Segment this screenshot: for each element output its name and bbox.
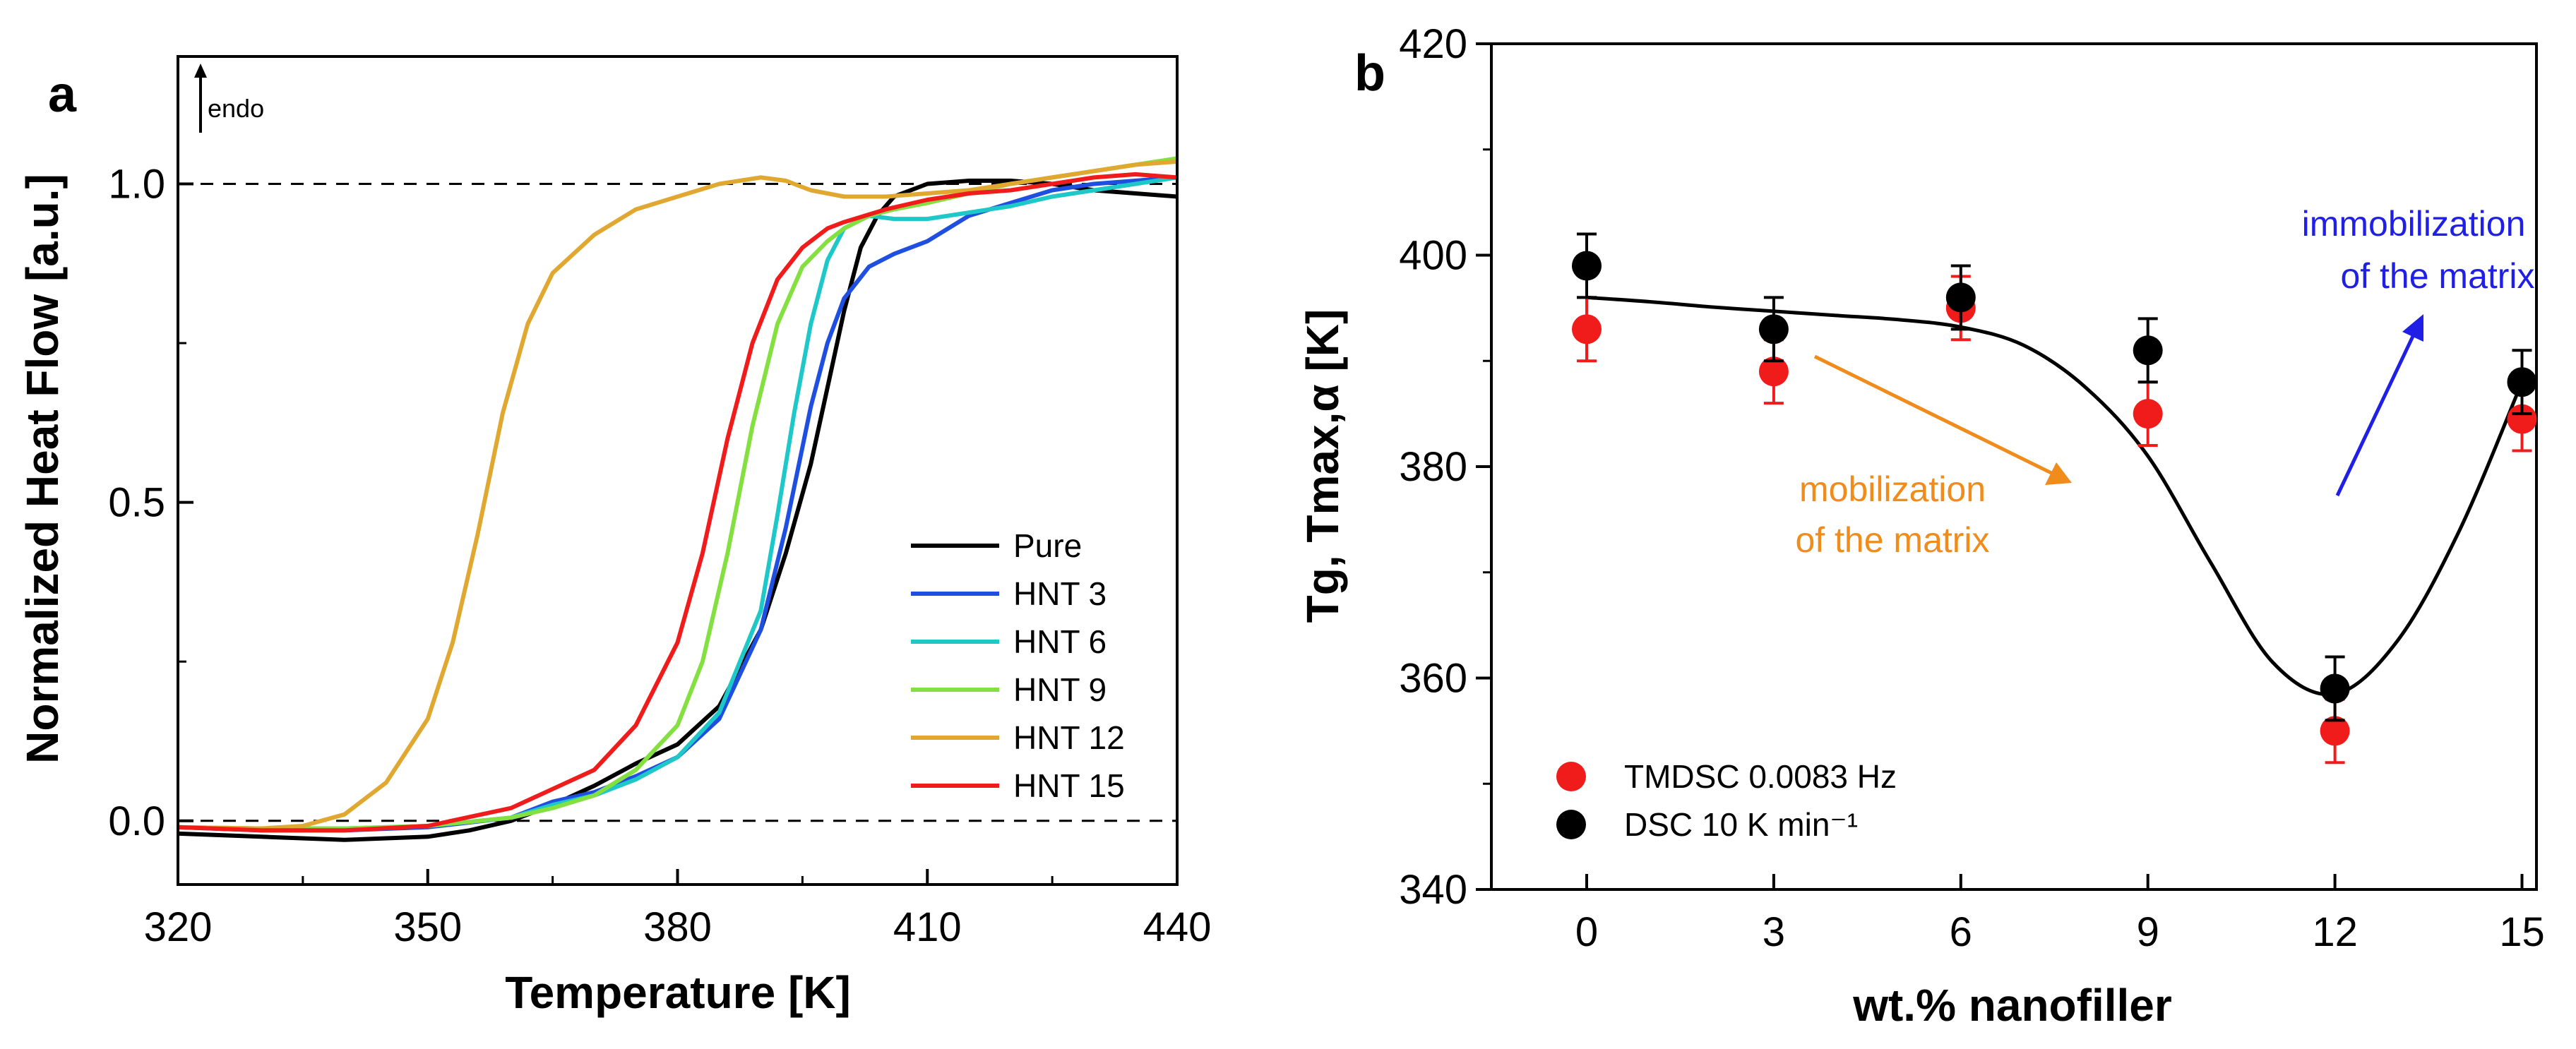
data-point-dsc — [1572, 232, 1602, 299]
panel-a-x-ticks: 320 350 380 410 440 — [144, 869, 1212, 950]
x-tick-label: 0 — [1575, 909, 1598, 955]
data-point-dsc — [2320, 655, 2350, 722]
data-marker — [1572, 314, 1602, 344]
mobilization-label-line2: of the matrix — [1795, 520, 1989, 560]
y-tick-label: 0.0 — [108, 798, 165, 844]
panel-b-points — [1572, 232, 2537, 765]
panel-b-x-axis-title: wt.% nanofiller — [1852, 980, 2172, 1031]
y-tick-label: 420 — [1399, 21, 1467, 67]
legend-label: HNT 12 — [1013, 719, 1125, 756]
x-tick-label: 380 — [643, 904, 712, 950]
panel-a-chart: a 320 350 380 410 440 0.0 0.5 1.0 endo Pure HNT… — [17, 55, 1212, 1018]
panel-b-y-axis-title: Tg, Tmax,α [K] — [1297, 309, 1348, 623]
immobilization-label-line1: immobilization — [2302, 204, 2526, 244]
reference-lines — [178, 182, 1177, 822]
panel-a-x-axis-title: Temperature [K] — [505, 967, 851, 1018]
legend-marker — [1556, 762, 1586, 791]
legend-label: HNT 15 — [1013, 767, 1125, 804]
x-tick-label: 12 — [2312, 909, 2358, 955]
x-tick-label: 350 — [393, 904, 462, 950]
panel-a-y-axis-title: Normalized Heat Flow [a.u.] — [17, 174, 68, 764]
data-point-dsc — [2133, 317, 2163, 384]
endo-arrow-icon — [194, 64, 207, 133]
legend-label: TMDSC 0.0083 Hz — [1624, 758, 1897, 795]
series-line-pure — [177, 179, 1178, 842]
immobilization-label-line2: of the matrix — [2340, 256, 2534, 296]
legend-label: HNT 6 — [1013, 623, 1107, 660]
legend-label: DSC 10 K min⁻¹ — [1624, 806, 1858, 843]
y-tick-label: 360 — [1399, 656, 1467, 702]
fit-curve — [1586, 295, 2524, 697]
x-tick-label: 6 — [1950, 909, 1972, 955]
data-marker — [2133, 399, 2163, 429]
x-tick-label: 15 — [2499, 909, 2545, 955]
x-tick-label: 410 — [893, 904, 962, 950]
x-tick-label: 9 — [2137, 909, 2159, 955]
data-marker — [1758, 314, 1789, 344]
panel-a-legend: Pure HNT 3 HNT 6 HNT 9 HNT 12 HNT 15 — [911, 527, 1125, 804]
legend-label: HNT 3 — [1013, 575, 1107, 612]
panel-b-fit — [1586, 295, 2524, 697]
legend-marker — [1556, 810, 1586, 839]
panel-a-series — [177, 156, 1178, 842]
data-point-dsc — [1758, 296, 1789, 363]
immobilization-arrow-icon — [2335, 314, 2423, 497]
y-tick-label: 340 — [1399, 867, 1467, 913]
data-marker — [2507, 404, 2537, 434]
x-tick-label: 320 — [144, 904, 213, 950]
y-tick-label: 0.5 — [108, 480, 165, 526]
y-tick-label: 400 — [1399, 233, 1467, 279]
panel-b-legend: TMDSC 0.0083 Hz DSC 10 K min⁻¹ — [1556, 758, 1897, 843]
x-tick-label: 3 — [1763, 909, 1785, 955]
data-marker — [1758, 356, 1789, 387]
panel-b-y-ticks: 340 360 380 400 420 — [1399, 21, 1491, 913]
data-point-dsc — [1945, 264, 1976, 331]
panel-b-letter: b — [1354, 45, 1385, 102]
mobilization-arrow-icon — [1813, 354, 2072, 485]
data-marker — [2320, 716, 2350, 746]
y-tick-label: 1.0 — [108, 161, 165, 207]
endo-annotation: endo — [208, 94, 264, 123]
panel-a-letter: a — [48, 66, 77, 123]
legend-label: HNT 9 — [1013, 671, 1107, 708]
data-marker — [1572, 251, 1602, 281]
data-point-dsc — [2507, 349, 2537, 416]
data-marker — [2320, 673, 2350, 704]
data-marker — [2507, 367, 2537, 397]
data-marker — [1945, 282, 1976, 313]
legend-label: Pure — [1013, 527, 1082, 564]
data-marker — [2133, 335, 2163, 366]
panel-b-x-ticks: 0 3 6 9 12 15 — [1575, 874, 2545, 955]
x-tick-label: 440 — [1143, 904, 1212, 950]
mobilization-label-line1: mobilization — [1799, 469, 1986, 509]
y-tick-label: 380 — [1399, 444, 1467, 490]
series-line-hnt-15 — [177, 172, 1178, 833]
series-line-hnt-12 — [177, 159, 1178, 831]
panel-a-y-ticks: 0.0 0.5 1.0 — [108, 161, 193, 844]
